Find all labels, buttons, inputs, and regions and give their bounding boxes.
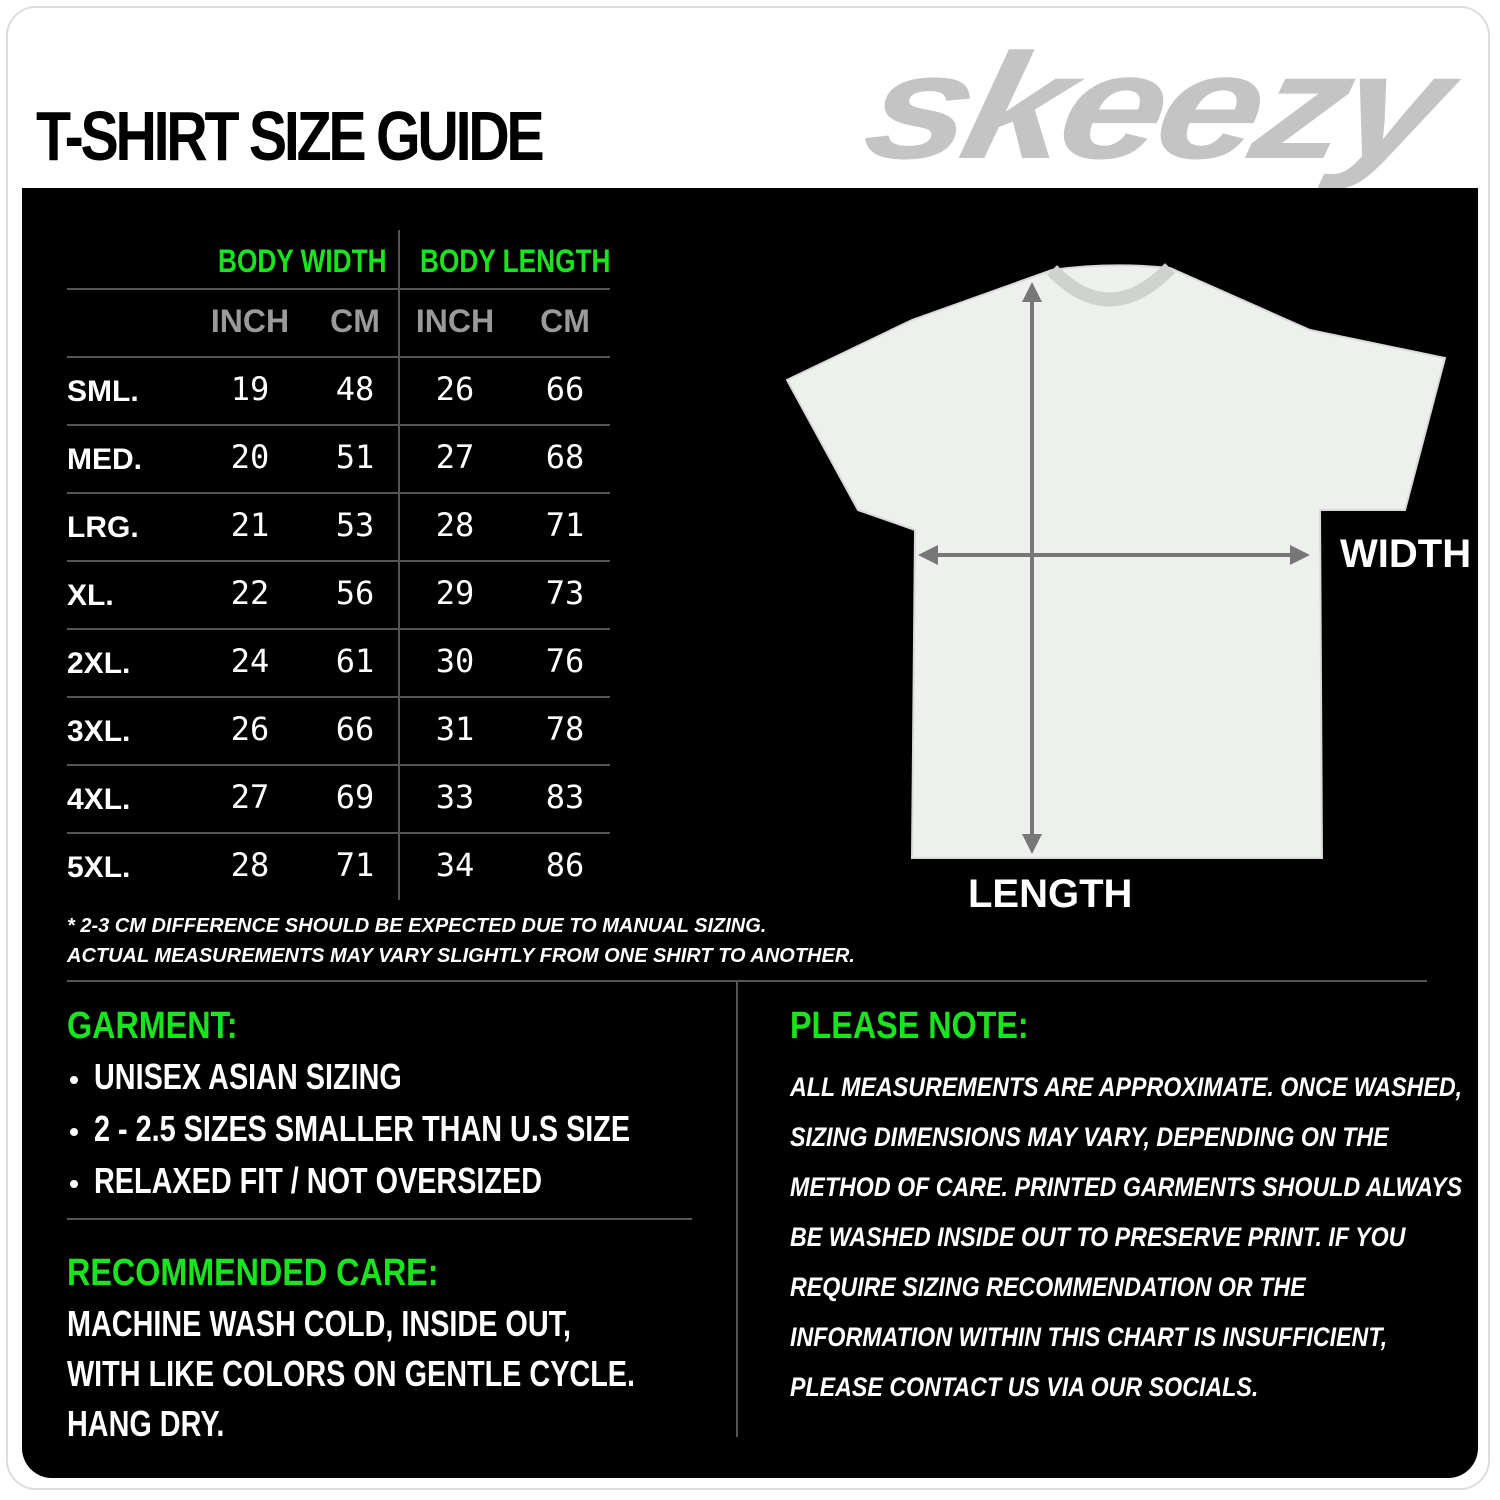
note-line: INFORMATION WITHIN THIS CHART IS INSUFFI… [790,1322,1388,1352]
size-value: 53 [335,506,375,544]
note-line: PLEASE CONTACT US VIA OUR SOCIALS. [790,1372,1259,1402]
size-value: 21 [230,506,270,544]
arrow-head [918,545,938,565]
group-header: BODY LENGTH [420,243,611,279]
size-value: 27 [230,778,270,816]
size-value: 71 [335,846,375,884]
bullet [70,1076,78,1084]
divider [67,356,610,358]
garment-heading: GARMENT: [67,1005,238,1047]
size-label: LRG. [67,511,139,544]
note-line: REQUIRE SIZING RECOMMENDATION OR THE [790,1272,1306,1302]
arrow-head [1022,834,1042,854]
divider [67,628,610,630]
care-heading: RECOMMENDED CARE: [67,1252,439,1294]
divider [67,288,610,290]
size-value: 78 [545,710,585,748]
arrow-head [1022,282,1042,302]
size-value: 48 [335,370,375,408]
divider [67,764,610,766]
collar [1046,263,1176,307]
note-line: BE WASHED INSIDE OUT TO PRESERVE PRINT. … [790,1222,1406,1252]
divider [67,980,1427,982]
size-value: 28 [435,506,475,544]
length-label: LENGTH [968,872,1133,916]
care-line: WITH LIKE COLORS ON GENTLE CYCLE. [67,1353,635,1394]
garment-item: UNISEX ASIAN SIZING [94,1056,402,1097]
size-value: 61 [335,642,375,680]
size-value: 68 [545,438,585,476]
size-value: 19 [230,370,270,408]
size-value: 73 [545,574,585,612]
size-value: 20 [230,438,270,476]
unit-header: INCH [210,303,290,339]
footnote: ACTUAL MEASUREMENTS MAY VARY SLIGHTLY FR… [67,945,855,967]
note-line: SIZING DIMENSIONS MAY VARY, DEPENDING ON… [790,1122,1389,1152]
unit-header: CM [540,303,590,339]
width-label: WIDTH [1340,532,1472,576]
divider [67,832,610,834]
title: T-SHIRT SIZE GUIDE [36,97,545,175]
note-line: METHOD OF CARE. PRINTED GARMENTS SHOULD … [790,1172,1463,1202]
divider [398,230,400,900]
size-value: 26 [435,370,475,408]
size-value: 28 [230,846,270,884]
size-label: 2XL. [67,647,131,680]
size-value: 71 [545,506,585,544]
size-label: MED. [67,443,142,476]
size-label: 5XL. [67,851,131,884]
note-heading: PLEASE NOTE: [790,1005,1029,1047]
divider [736,982,738,1437]
size-value: 66 [335,710,375,748]
size-value: 31 [435,710,475,748]
size-label: 3XL. [67,715,131,748]
unit-header: INCH [415,303,495,339]
arrow-head [1290,545,1310,565]
divider [67,696,610,698]
size-label: SML. [67,375,139,408]
divider [67,424,610,426]
size-value: 34 [435,846,475,884]
size-value: 24 [230,642,270,680]
size-value: 83 [545,778,585,816]
divider [67,560,610,562]
care-line: MACHINE WASH COLD, INSIDE OUT, [67,1303,572,1344]
size-label: XL. [67,579,114,612]
size-value: 56 [335,574,375,612]
note-line: ALL MEASUREMENTS ARE APPROXIMATE. ONCE W… [790,1072,1463,1102]
size-value: 86 [545,846,585,884]
size-value: 30 [435,642,475,680]
divider [67,1218,692,1220]
garment-item: RELAXED FIT / NOT OVERSIZED [94,1160,543,1201]
size-value: 33 [435,778,475,816]
bullet [70,1128,78,1136]
size-value: 51 [335,438,375,476]
group-header: BODY WIDTH [218,243,387,279]
divider [67,492,610,494]
frame [6,6,1490,1490]
size-value: 29 [435,574,475,612]
size-value: 27 [435,438,475,476]
size-value: 66 [545,370,585,408]
size-label: 4XL. [67,783,131,816]
footnote: * 2-3 CM DIFFERENCE SHOULD BE EXPECTED D… [67,915,767,937]
garment-item: 2 - 2.5 SIZES SMALLER THAN U.S SIZE [94,1108,631,1149]
bullet [70,1180,78,1188]
size-value: 69 [335,778,375,816]
size-value: 26 [230,710,270,748]
unit-header: CM [330,303,380,339]
size-value: 22 [230,574,270,612]
size-value: 76 [545,642,585,680]
care-line: HANG DRY. [67,1403,225,1444]
